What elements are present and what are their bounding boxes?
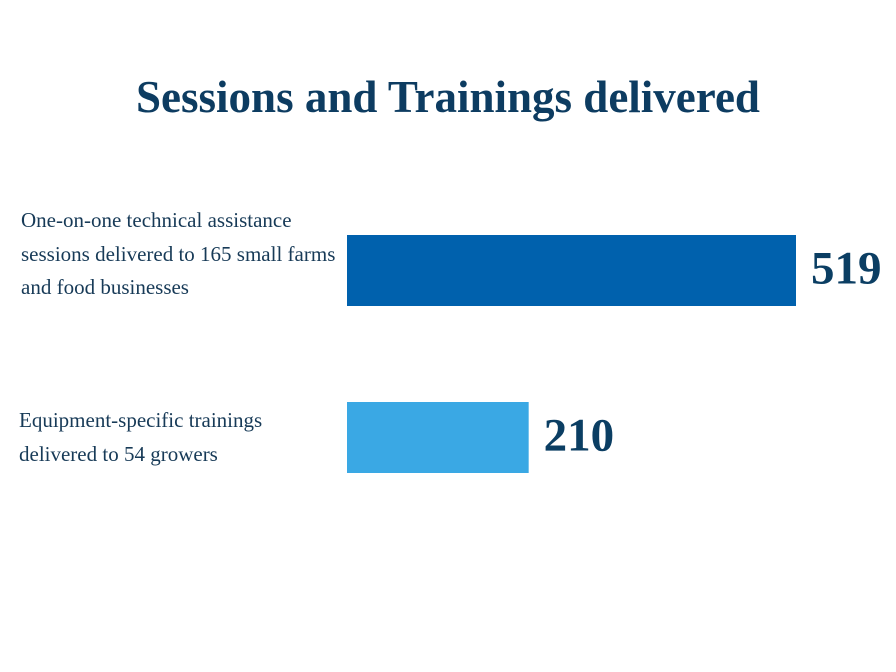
chart-title: Sessions and Trainings delivered: [136, 72, 760, 122]
value-label: 210: [544, 409, 615, 461]
category-label: One-on-one technical assistance sessions…: [21, 208, 336, 299]
category-label: Equipment-specific trainings delivered t…: [19, 408, 263, 466]
bar: [347, 235, 796, 306]
bar: [347, 402, 529, 473]
value-label: 519: [811, 242, 882, 294]
